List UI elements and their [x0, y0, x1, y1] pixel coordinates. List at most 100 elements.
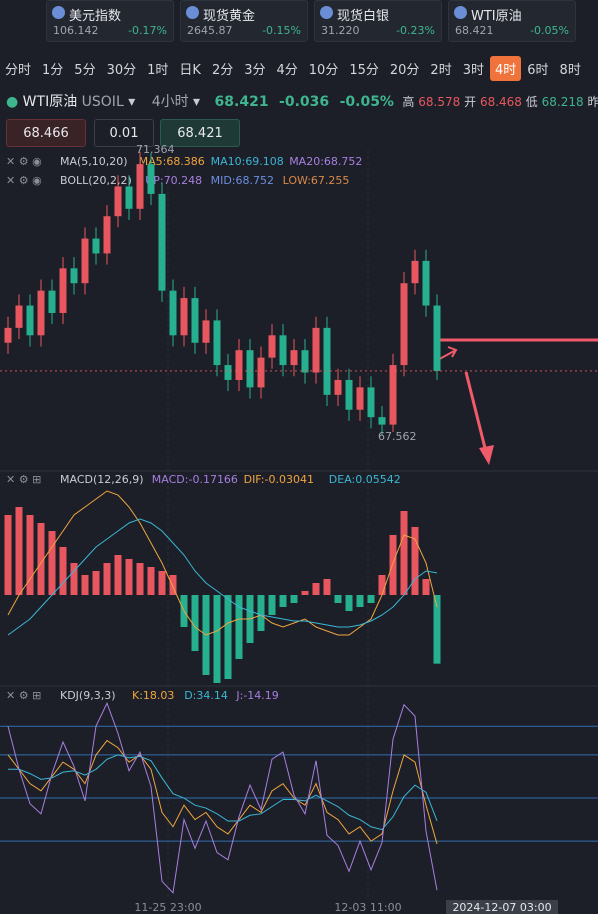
candle-body [48, 290, 56, 313]
time-cursor-label: 2024-12-07 03:00 [452, 901, 551, 914]
macd-bar [169, 575, 177, 595]
label: 昨收 [587, 95, 598, 109]
timeframe[interactable]: 1时 [147, 63, 169, 78]
candle-body [26, 305, 34, 336]
time-label: 11-25 23:00 [134, 901, 201, 914]
icon [320, 6, 333, 19]
legend-item: MA10:69.108 [211, 155, 284, 168]
candle-body [4, 327, 12, 343]
macd-bar [15, 507, 23, 595]
macd-bar [70, 563, 78, 595]
timeframe[interactable]: 2时 [430, 63, 452, 78]
ticker-tile[interactable]: 现货白银 31.220 -0.23% [314, 0, 442, 42]
candle-body [312, 327, 320, 373]
ticker-price: 106.142 [53, 24, 99, 37]
open: 68.468 [479, 95, 522, 109]
macd-bar [213, 595, 221, 683]
candle-body [180, 298, 188, 336]
annotation-arrow [464, 371, 488, 453]
min-label: 67.562 [378, 430, 417, 443]
macd-bar [147, 567, 155, 595]
legend-item: MA(5,10,20) [60, 155, 128, 168]
price: 68.421 [214, 94, 269, 110]
macd-bar [312, 583, 320, 595]
icons: ✕ ⚙ ⊞ [6, 473, 41, 486]
label: 开 [464, 95, 477, 109]
timeframe[interactable]: 20分 [389, 63, 420, 78]
ticker-price: 2645.87 [187, 24, 233, 37]
icons: ✕ ⚙ ◉ [6, 174, 42, 187]
high: 68.578 [418, 95, 461, 109]
ticker-change: -0.05% [530, 24, 569, 37]
timeframe[interactable]: 4时 [489, 56, 522, 81]
candle-body [389, 365, 397, 425]
timeframe[interactable]: 1分 [42, 63, 64, 78]
macd-bar [345, 595, 353, 611]
candle-body [59, 268, 67, 313]
ticker-change: -0.17% [128, 24, 167, 37]
candle-body [147, 164, 155, 194]
timeframe[interactable]: 日K [179, 63, 201, 78]
timeframe-bar: 分时 1分 5分 30分 1时 日K 2分 3分 4分 10分 15分 20分 2时 3时 4时 6时 8时 [0, 56, 598, 82]
macd-bar [92, 571, 100, 595]
j-line [7, 701, 438, 894]
timeframe[interactable]: 3分 [244, 63, 266, 78]
lot-input[interactable]: 0.01 [94, 119, 154, 147]
candle-body [191, 298, 199, 343]
time-cursor-box [446, 900, 558, 914]
ticker-tile[interactable]: 美元指数 106.142 -0.17% [46, 0, 174, 42]
timeframe[interactable]: 30分 [106, 63, 137, 78]
timeframe[interactable]: 10分 [308, 63, 339, 78]
macd-bar [125, 559, 133, 595]
candle-body [268, 335, 276, 358]
legend-item: DIF:-0.03041 [244, 473, 314, 486]
ticker-change: -0.15% [262, 24, 301, 37]
label: 低 [525, 95, 538, 109]
macd-bar [136, 563, 144, 595]
candle-body [15, 305, 23, 328]
sell-price[interactable]: 68.466 [6, 119, 86, 147]
candle-body [290, 350, 298, 366]
macd-bar [433, 595, 441, 664]
candle-body [37, 290, 45, 336]
candle-body [433, 305, 441, 371]
timeframe[interactable]: 15分 [349, 63, 379, 78]
ticker-name: 现货白银 [337, 9, 390, 24]
macd-bar [422, 579, 430, 595]
timeframe[interactable]: 8时 [559, 63, 581, 78]
timeframe[interactable]: 分时 [5, 63, 32, 78]
macd-bar [191, 595, 199, 651]
legend-item: J:-14.19 [235, 689, 278, 702]
macd-bar [246, 595, 254, 643]
candle-body [136, 164, 144, 209]
timeframe[interactable]: 2分 [211, 63, 234, 78]
d-line [8, 754, 438, 831]
macd-bar [235, 595, 243, 659]
timeframe[interactable]: 4分 [276, 63, 298, 78]
symbol-name[interactable]: WTI原油 [22, 94, 78, 110]
candle-body [224, 365, 232, 380]
candle-body [213, 320, 221, 366]
annotation-arrowhead [479, 445, 494, 465]
candle-body [422, 260, 430, 306]
timeframe[interactable]: 5分 [74, 63, 96, 78]
candle-body [378, 417, 386, 425]
candle-body [400, 283, 408, 366]
buy-price[interactable]: 68.421 [160, 119, 240, 147]
period[interactable]: 4小时 [151, 94, 189, 110]
candle-body [235, 350, 243, 380]
macd-bar [81, 575, 89, 595]
macd-bar [400, 511, 408, 595]
timeframe[interactable]: 3时 [462, 63, 484, 78]
annotation-arrow [433, 346, 458, 363]
ticker-tile[interactable]: WTI原油 68.421 -0.05% [448, 0, 576, 42]
timeframe[interactable]: 6时 [527, 63, 549, 78]
macd-bar [59, 547, 67, 595]
macd-bar [257, 595, 265, 631]
candle-body [323, 327, 331, 395]
candle-body [70, 268, 78, 284]
macd-bar [301, 591, 309, 595]
ticker-tile[interactable]: 现货黄金 2645.87 -0.15% [180, 0, 308, 42]
candle-body [257, 357, 265, 388]
